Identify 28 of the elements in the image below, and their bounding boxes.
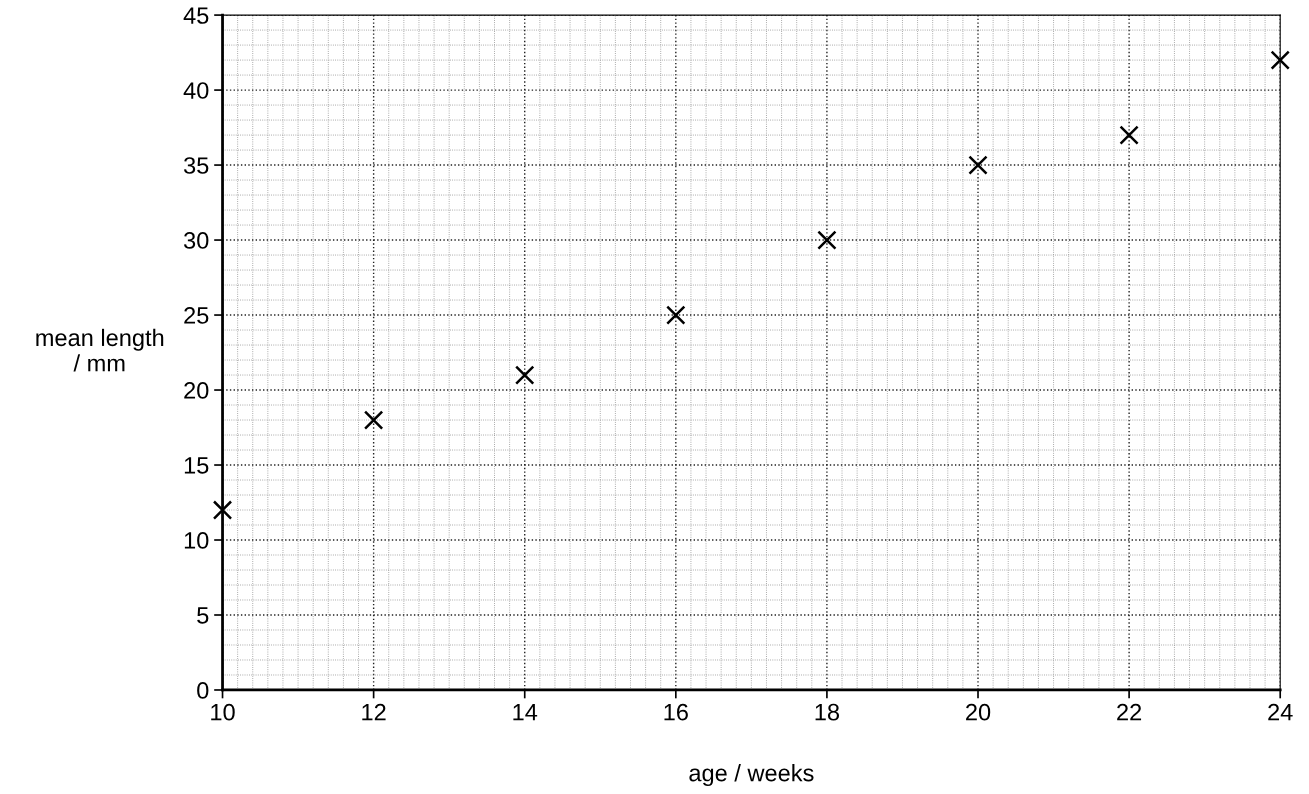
x-tick-label: 14 xyxy=(513,704,538,721)
y-tick-label: 25 xyxy=(184,307,209,324)
x-tick-label: 12 xyxy=(362,703,386,721)
x-tick-label: 10 xyxy=(211,703,235,721)
x-tick-label: 16 xyxy=(664,703,688,721)
x-tick-label: 24 xyxy=(1268,703,1293,721)
point xyxy=(514,365,535,385)
y-tick-label: 20 xyxy=(184,382,209,399)
x-tick-label: 18 xyxy=(815,703,840,721)
y-axis-title: mean length / mm xyxy=(36,328,164,372)
point xyxy=(666,305,686,325)
y-tick-label: 35 xyxy=(183,157,209,174)
y-tick-label: 15 xyxy=(184,457,209,474)
point xyxy=(817,230,837,250)
y-tick-label: 40 xyxy=(183,82,209,99)
point xyxy=(1270,50,1290,70)
y-tick-label: 30 xyxy=(183,232,209,249)
x-tick-label: 22 xyxy=(1117,703,1142,721)
point xyxy=(1119,125,1139,145)
y-tick-label: 10 xyxy=(184,532,209,549)
y-tick-label: 45 xyxy=(183,7,209,24)
y-tick-label: 0 xyxy=(197,682,209,699)
point xyxy=(363,410,384,430)
x-axis-title: age / weeks xyxy=(689,764,814,787)
point xyxy=(212,500,233,520)
x-tick-label: 20 xyxy=(966,703,991,721)
point xyxy=(968,155,988,175)
y-tick-label: 5 xyxy=(197,607,209,624)
